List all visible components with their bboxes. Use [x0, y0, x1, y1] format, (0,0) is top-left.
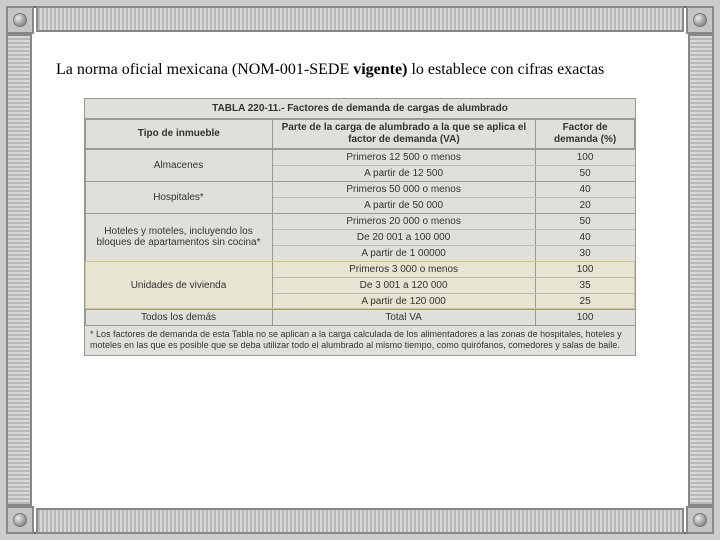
range-cell: A partir de 120 000 [273, 294, 536, 309]
range-cell: De 3 001 a 120 000 [273, 278, 536, 293]
corner-bolt-icon [6, 6, 34, 34]
table-title: TABLA 220-11.- Factores de demanda de ca… [85, 99, 635, 119]
range-cell: De 20 001 a 100 000 [273, 230, 536, 245]
group-label: Hospitales* [85, 181, 273, 214]
group-rows: Primeros 20 000 o menos50De 20 001 a 100… [272, 213, 636, 262]
content-area: La norma oficial mexicana (NOM-001-SEDE … [38, 38, 682, 502]
table-footnote: * Los factores de demanda de esta Tabla … [85, 325, 635, 355]
range-cell: Primeros 50 000 o menos [273, 182, 536, 197]
table-row: A partir de 1 0000030 [273, 246, 635, 261]
factor-cell: 100 [536, 262, 635, 277]
slide-frame: La norma oficial mexicana (NOM-001-SEDE … [6, 6, 714, 534]
table-group: Todos los demásTotal VA100 [85, 309, 635, 325]
factor-cell: 50 [536, 214, 635, 229]
border-rail-left [6, 34, 32, 506]
border-rail-top [36, 6, 684, 32]
range-cell: A partir de 12 500 [273, 166, 536, 181]
intro-pre: La norma oficial mexicana (NOM-001-SEDE [56, 61, 353, 78]
table-row: Primeros 12 500 o menos100 [273, 150, 635, 166]
border-rail-right [688, 34, 714, 506]
factor-cell: 30 [536, 246, 635, 261]
header-factor: Factor de demanda (%) [536, 120, 635, 149]
table-row: Total VA100 [273, 310, 635, 325]
group-label: Almacenes [85, 149, 273, 182]
table-group: AlmacenesPrimeros 12 500 o menos100A par… [85, 149, 635, 181]
table-group: Hoteles y moteles, incluyendo los bloque… [85, 213, 635, 261]
factor-cell: 40 [536, 182, 635, 197]
table-row: Primeros 20 000 o menos50 [273, 214, 635, 230]
table-row: De 3 001 a 120 00035 [273, 278, 635, 294]
factor-cell: 40 [536, 230, 635, 245]
table-header-row: Tipo de inmueble Parte de la carga de al… [85, 119, 635, 149]
factor-cell: 35 [536, 278, 635, 293]
range-cell: Primeros 20 000 o menos [273, 214, 536, 229]
border-rail-bottom [36, 508, 684, 534]
group-rows: Primeros 3 000 o menos100De 3 001 a 120 … [272, 261, 636, 310]
factor-cell: 100 [536, 310, 635, 325]
factor-cell: 100 [536, 150, 635, 165]
header-tipo: Tipo de inmueble [86, 120, 273, 149]
group-rows: Primeros 12 500 o menos100A partir de 12… [272, 149, 636, 182]
table-row: A partir de 50 00020 [273, 198, 635, 213]
group-rows: Primeros 50 000 o menos40A partir de 50 … [272, 181, 636, 214]
range-cell: Primeros 12 500 o menos [273, 150, 536, 165]
table-group: Hospitales*Primeros 50 000 o menos40A pa… [85, 181, 635, 213]
table-group: Unidades de viviendaPrimeros 3 000 o men… [85, 261, 635, 309]
header-parte: Parte de la carga de alumbrado a la que … [272, 120, 536, 149]
group-rows: Total VA100 [272, 309, 636, 326]
intro-text: La norma oficial mexicana (NOM-001-SEDE … [56, 60, 664, 80]
corner-bolt-icon [6, 506, 34, 534]
factor-cell: 25 [536, 294, 635, 309]
table-row: De 20 001 a 100 00040 [273, 230, 635, 246]
group-label: Hoteles y moteles, incluyendo los bloque… [85, 213, 273, 262]
table-row: A partir de 120 00025 [273, 294, 635, 309]
group-label: Todos los demás [85, 309, 273, 326]
table-row: Primeros 3 000 o menos100 [273, 262, 635, 278]
corner-bolt-icon [686, 506, 714, 534]
range-cell: Primeros 3 000 o menos [273, 262, 536, 277]
table-row: A partir de 12 50050 [273, 166, 635, 181]
factor-cell: 20 [536, 198, 635, 213]
demand-factors-table: TABLA 220-11.- Factores de demanda de ca… [84, 98, 636, 356]
intro-bold: vigente) [353, 61, 407, 78]
table-body: AlmacenesPrimeros 12 500 o menos100A par… [85, 149, 635, 325]
intro-post: lo establece con cifras exactas [407, 61, 604, 78]
corner-bolt-icon [686, 6, 714, 34]
range-cell: Total VA [273, 310, 536, 325]
factor-cell: 50 [536, 166, 635, 181]
range-cell: A partir de 50 000 [273, 198, 536, 213]
range-cell: A partir de 1 00000 [273, 246, 536, 261]
table-row: Primeros 50 000 o menos40 [273, 182, 635, 198]
group-label: Unidades de vivienda [85, 261, 273, 310]
